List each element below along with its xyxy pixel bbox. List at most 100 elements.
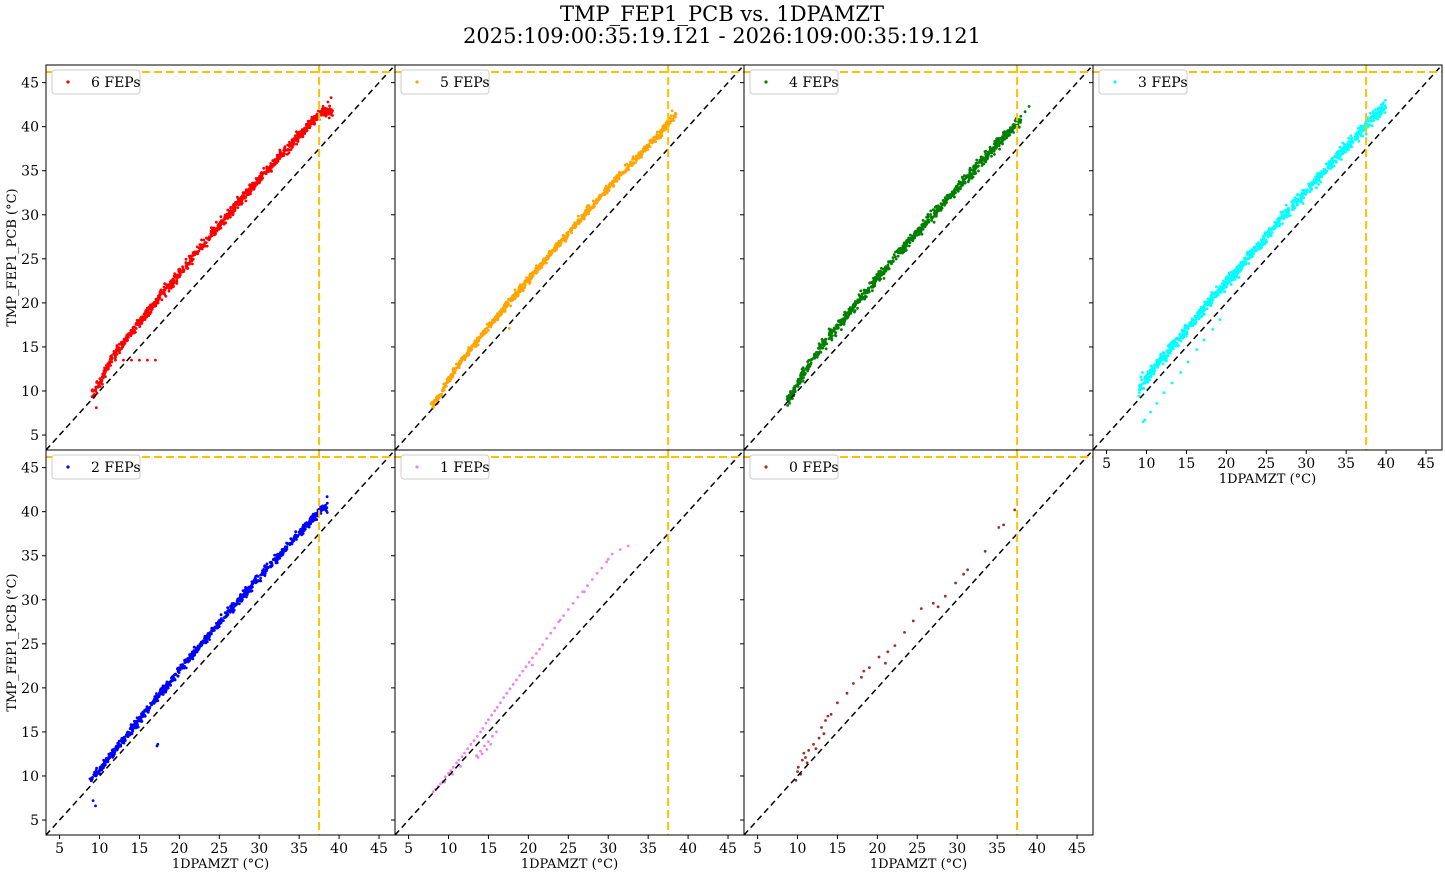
data-point [901, 244, 905, 248]
data-point [963, 180, 967, 184]
data-point [149, 701, 153, 705]
data-point [433, 398, 436, 402]
data-point [610, 183, 613, 187]
data-point [911, 236, 915, 239]
data-point [1239, 268, 1243, 272]
data-point [273, 557, 277, 560]
data-point [1284, 213, 1288, 217]
data-point [498, 312, 501, 315]
legend-box [400, 454, 490, 480]
data-point [939, 202, 943, 206]
data-point [836, 325, 840, 329]
data-point [558, 618, 562, 622]
data-point [1338, 155, 1342, 159]
data-point [544, 258, 548, 262]
y-tick-label: 40 [21, 120, 39, 136]
data-point [936, 605, 940, 609]
x-tick-label: 45 [370, 841, 388, 857]
data-point [113, 353, 117, 357]
data-point [310, 518, 314, 522]
data-point [160, 298, 164, 302]
data-point [104, 759, 108, 763]
data-point [306, 123, 310, 127]
data-point [816, 353, 820, 357]
data-point [134, 327, 138, 330]
data-point [131, 330, 135, 334]
data-point [787, 397, 790, 401]
data-point [1278, 216, 1282, 220]
y-tick-label: 5 [30, 428, 39, 444]
data-point [127, 730, 130, 734]
legend-box [749, 69, 839, 95]
data-point [1323, 170, 1326, 174]
reference-line [744, 65, 1093, 450]
data-point [496, 313, 499, 317]
data-point [881, 268, 885, 271]
data-point [1150, 370, 1153, 373]
data-point [129, 723, 133, 726]
data-point [1177, 338, 1181, 342]
data-point [325, 506, 328, 510]
data-point [325, 495, 329, 499]
legend-marker [415, 80, 419, 84]
data-point [1218, 318, 1222, 321]
data-point [983, 549, 987, 553]
data-point [1293, 206, 1297, 210]
data-point [602, 191, 606, 195]
data-point [1287, 208, 1290, 212]
data-point [429, 402, 433, 406]
data-point [856, 306, 859, 310]
data-point [806, 369, 809, 373]
data-point [821, 346, 825, 350]
data-point [191, 251, 195, 255]
axes-frame [743, 449, 1094, 836]
plot-marks [46, 450, 395, 835]
data-point [210, 231, 214, 235]
data-point [1276, 220, 1279, 223]
data-point [1344, 150, 1347, 154]
legend-marker [415, 465, 419, 469]
data-point [513, 288, 517, 292]
data-point [461, 356, 465, 360]
data-point [148, 307, 152, 311]
data-point [1243, 260, 1246, 263]
data-point [845, 312, 848, 315]
data-point [1143, 375, 1147, 379]
legend-box [400, 69, 490, 95]
data-point [301, 532, 305, 535]
legend-label: 3 FEPs [1138, 75, 1188, 91]
data-point [225, 614, 229, 617]
legend-marker [764, 80, 768, 84]
data-point [251, 185, 254, 189]
data-point [578, 220, 582, 223]
data-point [1159, 353, 1163, 356]
data-point [879, 271, 883, 274]
data-point [931, 601, 935, 605]
data-point [140, 322, 144, 325]
data-point [180, 666, 184, 670]
x-tick-label: 15 [1178, 456, 1196, 472]
data-point [265, 567, 269, 570]
data-point [259, 178, 263, 182]
y-tick-label: 40 [21, 505, 39, 521]
plot-marks [744, 450, 1093, 835]
data-point [1373, 116, 1376, 120]
data-point [673, 115, 677, 119]
data-point [1183, 331, 1186, 334]
data-point [1146, 371, 1150, 375]
y-tick-label: 35 [21, 549, 39, 565]
data-point [1383, 111, 1387, 114]
data-point [328, 104, 331, 108]
data-point [442, 388, 445, 391]
data-point [288, 144, 291, 148]
data-point [295, 534, 299, 538]
y-tick-label: 35 [21, 164, 39, 180]
x-axis-label: 1DPAMZT (°C) [521, 857, 618, 872]
data-point [812, 742, 815, 746]
data-point [510, 298, 514, 302]
data-point [130, 732, 134, 736]
data-point [663, 127, 666, 130]
data-point [670, 118, 674, 122]
data-point [290, 538, 294, 542]
data-point [607, 189, 611, 192]
